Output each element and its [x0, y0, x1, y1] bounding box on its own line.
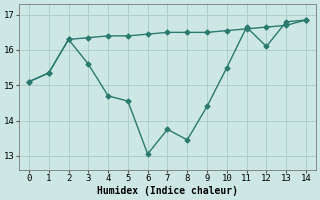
X-axis label: Humidex (Indice chaleur): Humidex (Indice chaleur) — [97, 186, 238, 196]
